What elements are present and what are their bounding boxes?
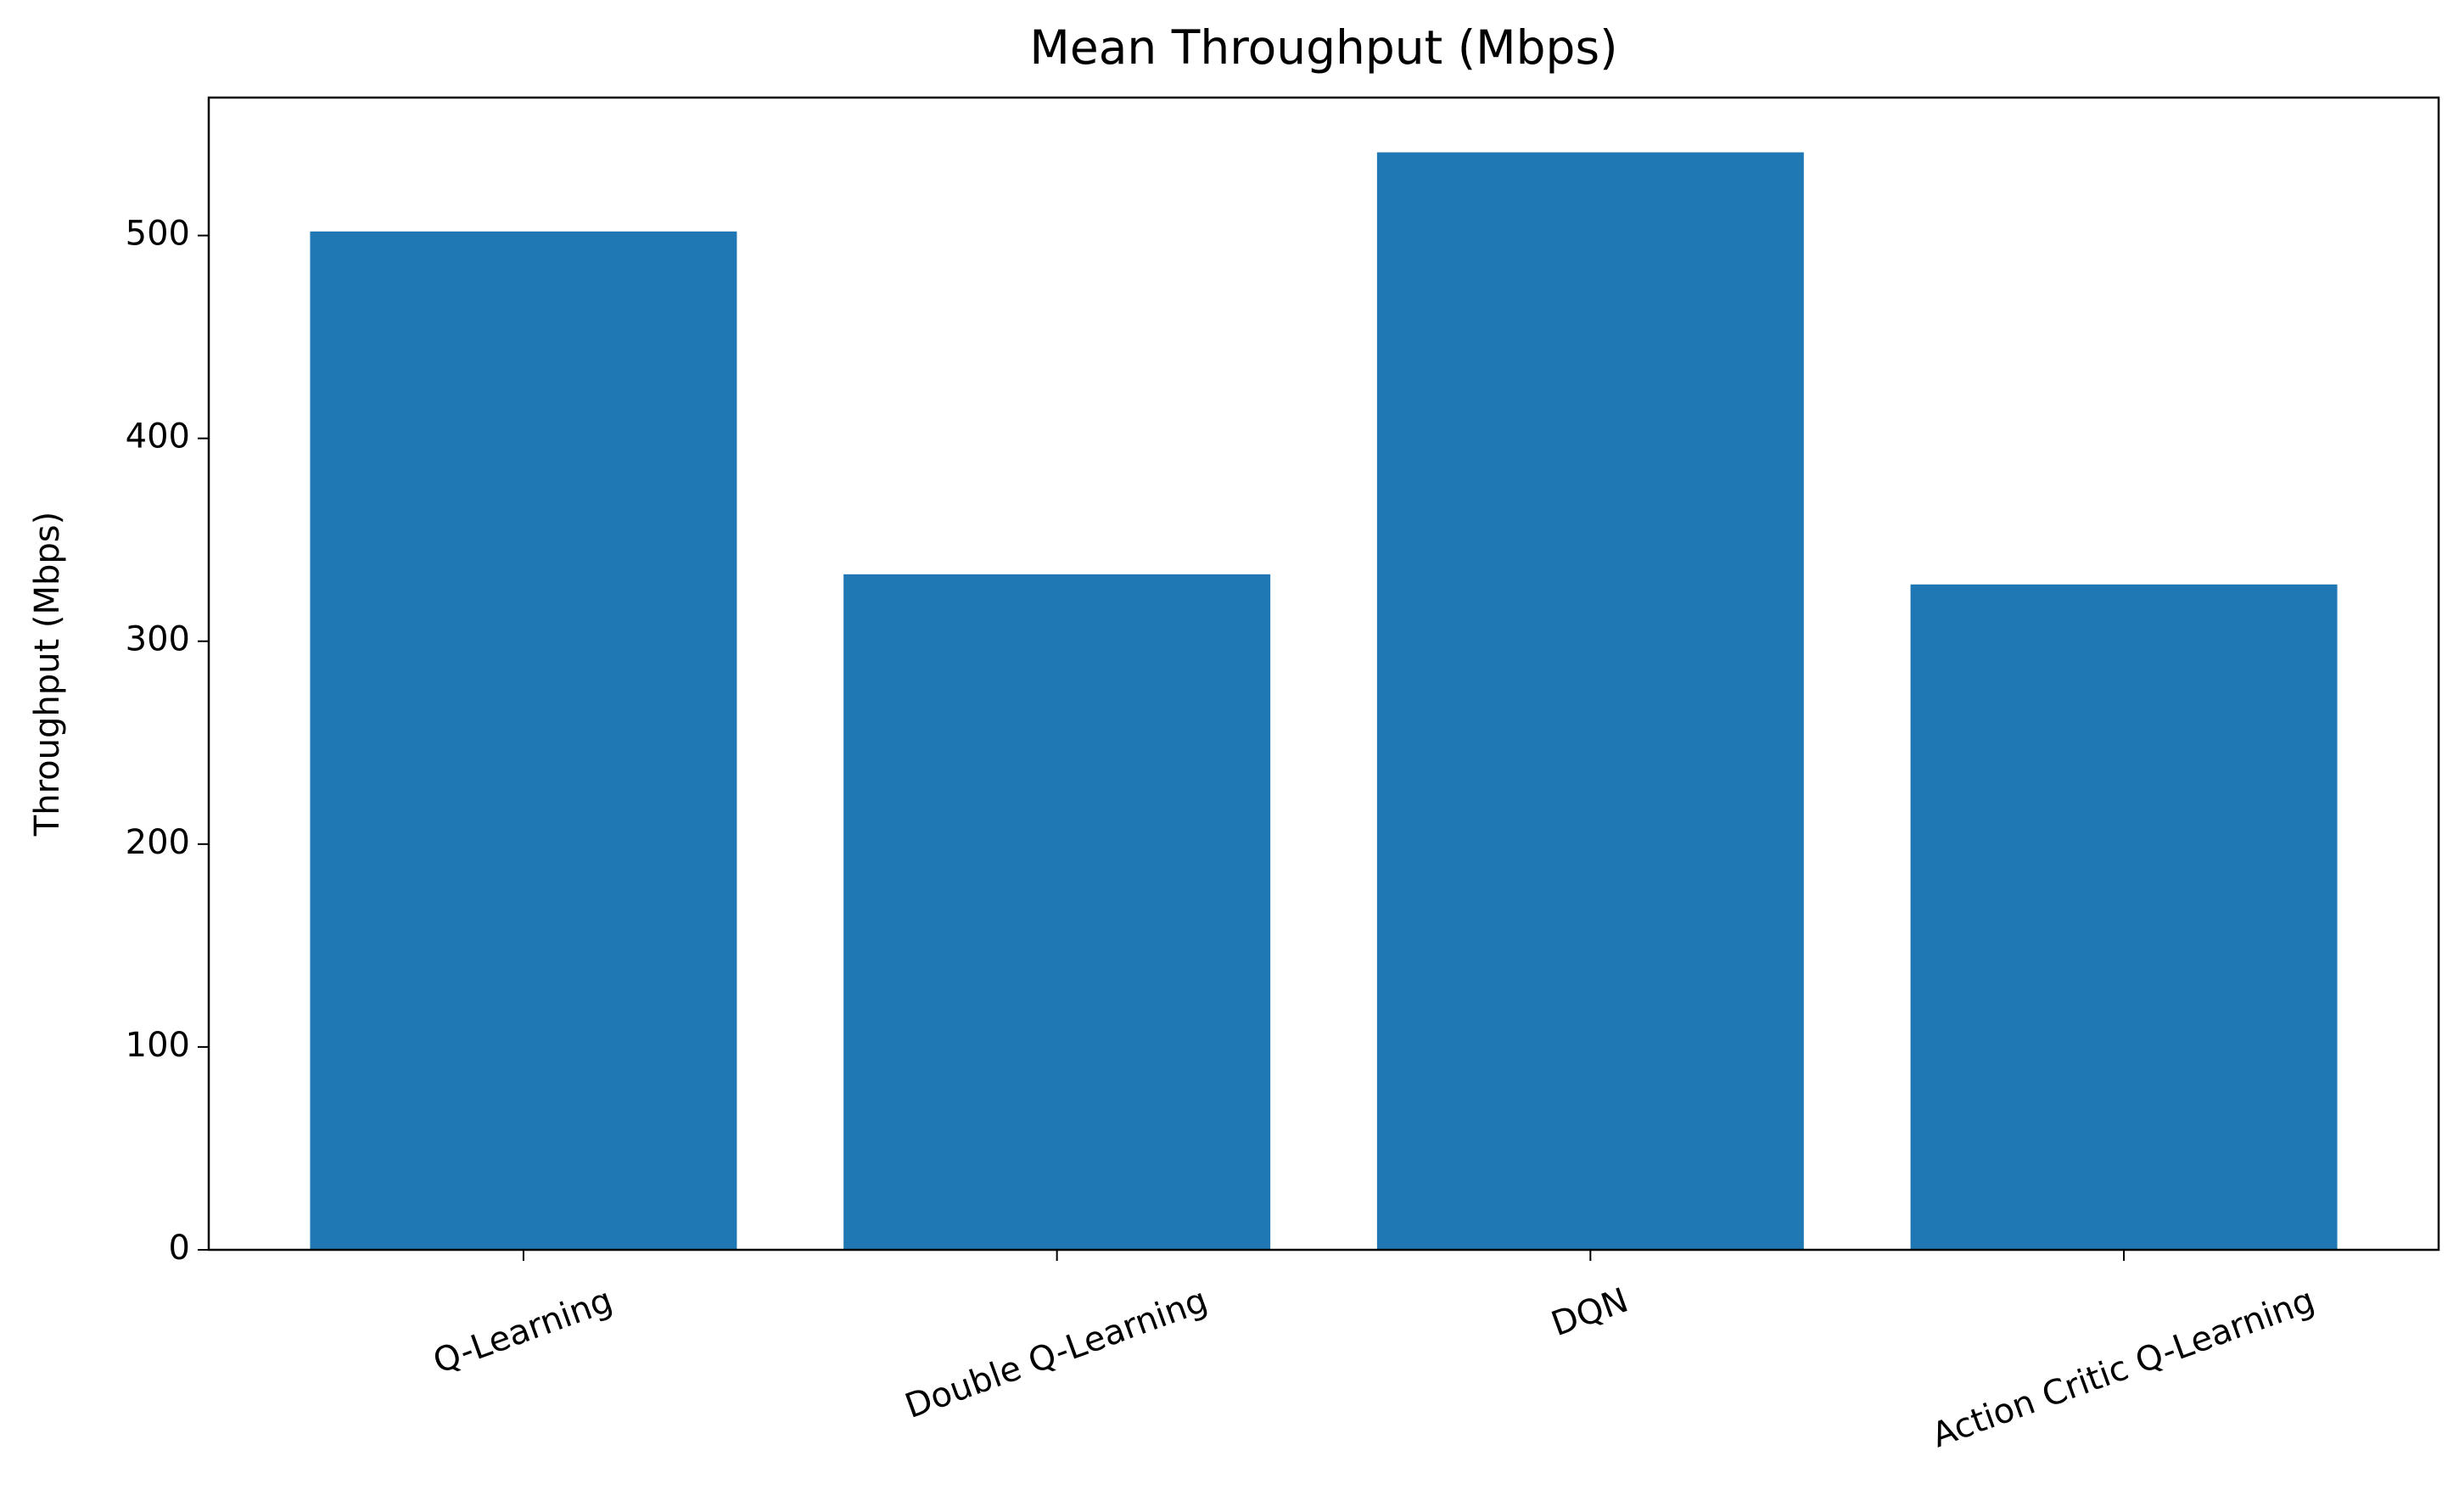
y-tick-label: 200 [126, 823, 190, 862]
bar [843, 574, 1271, 1250]
x-tick-label: DQN [1546, 1281, 1633, 1345]
y-tick-label: 300 [126, 620, 190, 659]
x-tick-label: Q-Learning [429, 1281, 618, 1382]
bar [1910, 584, 2338, 1250]
bar [310, 231, 737, 1250]
bar [1376, 152, 1804, 1250]
y-tick-label: 400 [126, 417, 190, 456]
y-tick-label: 500 [126, 215, 190, 254]
y-tick-label: 0 [169, 1229, 190, 1268]
x-tick-label: Double Q-Learning [900, 1281, 1213, 1427]
x-tick-label: Action Critic Q-Learning [1927, 1281, 2320, 1456]
y-axis-label: Throughput (Mbps) [28, 512, 67, 837]
y-tick-label: 100 [126, 1026, 190, 1065]
plot-frame [207, 96, 2440, 1252]
chart-title: Mean Throughput (Mbps) [1029, 20, 1617, 75]
